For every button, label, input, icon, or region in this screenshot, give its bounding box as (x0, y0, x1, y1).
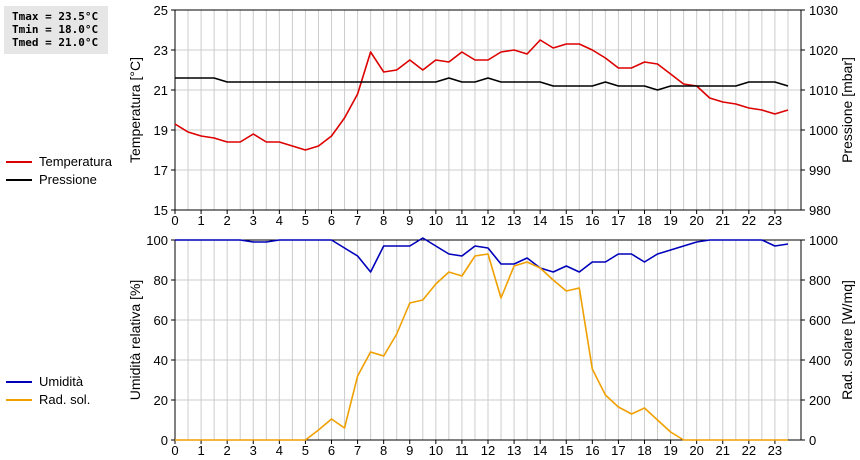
chart1-x-tick-label: 12 (481, 213, 495, 228)
chart2-y-left-tick-label: 80 (154, 273, 168, 288)
chart1-y-left-tick-label: 21 (154, 83, 168, 98)
legend-top: Temperatura Pressione (6, 153, 136, 189)
chart1-y-right-tick-label: 980 (809, 203, 831, 218)
chart1-x-tick-label: 10 (429, 213, 443, 228)
chart2-x-tick-label: 0 (171, 443, 178, 458)
chart1-y-left-axis-title: Temperatura [°C] (127, 57, 143, 163)
legend-swatch-temperature (6, 161, 32, 163)
legend-item-humidity: Umidità (6, 373, 136, 391)
chart2-x-tick-label: 14 (533, 443, 547, 458)
chart2-x-tick-label: 5 (302, 443, 309, 458)
chart2-y-right-tick-label: 600 (809, 313, 831, 328)
chart1-y-left-tick-label: 25 (154, 3, 168, 18)
chart2-x-tick-label: 19 (663, 443, 677, 458)
tmed-readout: Tmed = 21.0°C (12, 36, 99, 49)
chart2-x-tick-label: 9 (406, 443, 413, 458)
legend-item-solar: Rad. sol. (6, 391, 136, 409)
chart2-x-tick-label: 8 (380, 443, 387, 458)
legend-item-pressure: Pressione (6, 171, 136, 189)
chart2-x-tick-label: 3 (250, 443, 257, 458)
chart1-y-right-tick-label: 990 (809, 163, 831, 178)
legend-item-temperature: Temperatura (6, 153, 136, 171)
chart2-y-left-tick-label: 60 (154, 313, 168, 328)
chart1-x-tick-label: 0 (171, 213, 178, 228)
chart2-y-left-tick-label: 0 (161, 433, 168, 448)
chart2-x-tick-label: 15 (559, 443, 573, 458)
chart1-x-tick-label: 14 (533, 213, 547, 228)
legend-swatch-pressure (6, 179, 32, 181)
legend-label-humidity: Umidità (39, 374, 84, 389)
chart2-y-left-tick-label: 20 (154, 393, 168, 408)
chart1-x-tick-label: 9 (406, 213, 413, 228)
legend-label-solar: Rad. sol. (39, 392, 91, 407)
chart2-x-tick-label: 10 (429, 443, 443, 458)
chart1-x-tick-label: 5 (302, 213, 309, 228)
chart1-y-right-axis-title: Pressione [mbar] (839, 57, 855, 163)
chart1-y-left-tick-label: 15 (154, 203, 168, 218)
chart1-y-left-tick-label: 19 (154, 123, 168, 138)
legend-swatch-humidity (6, 381, 32, 383)
chart2-x-tick-label: 16 (585, 443, 599, 458)
legend-bottom: Umidità Rad. sol. (6, 373, 136, 409)
chart2-series-umidit-line (175, 237, 789, 273)
chart1-y-left-tick-label: 17 (154, 163, 168, 178)
chart1-x-tick-label: 16 (585, 213, 599, 228)
chart1-x-tick-label: 11 (455, 213, 469, 228)
chart1-series-pressione-line (175, 77, 789, 91)
chart1-x-tick-label: 20 (689, 213, 703, 228)
chart1-x-tick-label: 13 (507, 213, 521, 228)
chart1-x-tick-label: 22 (742, 213, 756, 228)
chart1-x-tick-label: 3 (250, 213, 257, 228)
chart1-y-right-tick-label: 1020 (809, 43, 838, 58)
stats-box: Tmax = 23.5°C Tmin = 18.0°C Tmed = 21.0°… (4, 6, 108, 54)
chart1-x-tick-label: 23 (768, 213, 782, 228)
chart2-y-right-axis-title: Rad. solare [W/mq] (839, 280, 855, 400)
chart1-x-tick-label: 1 (197, 213, 204, 228)
chart2-x-tick-label: 11 (455, 443, 469, 458)
chart1-x-tick-label: 15 (559, 213, 573, 228)
chart1-x-tick-label: 8 (380, 213, 387, 228)
chart1-x-tick-label: 2 (224, 213, 231, 228)
chart2-x-tick-label: 17 (611, 443, 625, 458)
chart2-y-right-tick-label: 0 (809, 433, 816, 448)
chart2-x-tick-label: 21 (716, 443, 730, 458)
chart2-x-tick-label: 7 (354, 443, 361, 458)
chart2-y-left-axis-title: Umidità relativa [%] (127, 280, 143, 401)
chart1-x-tick-label: 19 (663, 213, 677, 228)
chart2-x-tick-label: 23 (768, 443, 782, 458)
chart1-y-right-tick-label: 1030 (809, 3, 838, 18)
chart2-y-right-tick-label: 800 (809, 273, 831, 288)
tmax-readout: Tmax = 23.5°C (12, 10, 99, 23)
chart2-x-tick-label: 20 (689, 443, 703, 458)
chart2-series-rad-sol-line (175, 253, 788, 441)
chart2-x-tick-label: 1 (197, 443, 204, 458)
chart2-x-tick-label: 12 (481, 443, 495, 458)
chart2-y-right-tick-label: 400 (809, 353, 831, 368)
chart1-x-tick-label: 21 (716, 213, 730, 228)
tmin-readout: Tmin = 18.0°C (12, 23, 99, 36)
chart1-y-left-tick-label: 23 (154, 43, 168, 58)
chart1-y-right-tick-label: 1000 (809, 123, 838, 138)
chart1-x-tick-label: 6 (328, 213, 335, 228)
chart1-series-temperatura-line (174, 39, 789, 151)
chart2-x-tick-label: 22 (742, 443, 756, 458)
chart1-x-tick-label: 18 (637, 213, 651, 228)
chart1-x-tick-label: 17 (611, 213, 625, 228)
chart2-x-tick-label: 6 (328, 443, 335, 458)
chart2-y-right-tick-label: 1000 (809, 233, 838, 248)
chart2-y-left-tick-label: 100 (146, 233, 168, 248)
legend-label-pressure: Pressione (39, 172, 97, 187)
chart2-x-tick-label: 18 (637, 443, 651, 458)
chart1-x-tick-label: 4 (276, 213, 283, 228)
legend-swatch-solar (6, 399, 32, 401)
chart2-x-tick-label: 4 (276, 443, 283, 458)
chart2-x-tick-label: 13 (507, 443, 521, 458)
chart2-y-left-tick-label: 40 (154, 353, 168, 368)
legend-label-temperature: Temperatura (39, 154, 112, 169)
chart2-x-tick-label: 2 (224, 443, 231, 458)
chart1-y-right-tick-label: 1010 (809, 83, 838, 98)
chart1-x-tick-label: 7 (354, 213, 361, 228)
chart2-y-right-tick-label: 200 (809, 393, 831, 408)
